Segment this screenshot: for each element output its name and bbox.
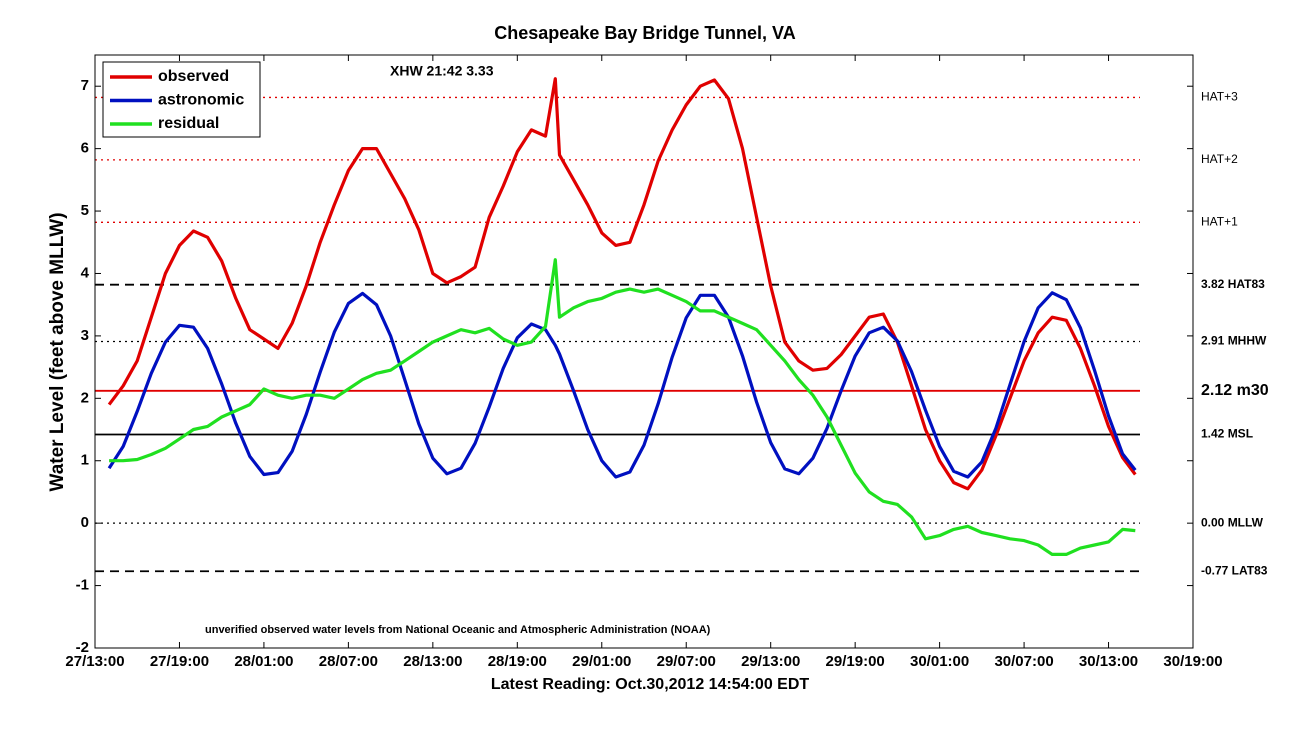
x-axis-label: Latest Reading: Oct.30,2012 14:54:00 EDT (491, 676, 810, 693)
x-tick-label: 27/13:00 (65, 653, 124, 670)
series-line (107, 77, 1137, 491)
y-tick-label: -2 (76, 639, 89, 656)
reference-label: HAT+1 (1201, 214, 1238, 228)
series-line (107, 291, 1137, 479)
y-tick-label: 0 (81, 514, 89, 531)
y-tick-label: 6 (81, 140, 89, 157)
legend-label: residual (158, 115, 219, 132)
y-tick-label: 3 (81, 327, 89, 344)
reference-label: -0.77 LAT83 (1201, 563, 1268, 577)
annotation: unverified observed water levels from Na… (205, 624, 711, 636)
reference-label: 1.42 MSL (1201, 427, 1253, 441)
y-axis-label: Water Level (feet above MLLW) (47, 212, 68, 491)
x-tick-label: 27/19:00 (150, 653, 209, 670)
chart-title: Chesapeake Bay Bridge Tunnel, VA (494, 23, 795, 43)
legend-label: astronomic (158, 92, 244, 109)
y-tick-label: 4 (81, 264, 90, 281)
y-tick-label: 1 (81, 452, 89, 469)
plot-frame (94, 54, 1194, 649)
x-tick-label: 29/19:00 (826, 653, 885, 670)
x-tick-label: 30/01:00 (910, 653, 969, 670)
x-tick-label: 28/19:00 (488, 653, 547, 670)
y-tick-label: -1 (76, 577, 89, 594)
x-tick-label: 28/13:00 (403, 653, 462, 670)
legend-label: observed (158, 68, 229, 85)
reference-label: 2.12 m30 (1201, 382, 1269, 399)
x-tick-label: 30/19:00 (1163, 653, 1222, 670)
reference-label: HAT+2 (1201, 152, 1238, 166)
annotation: XHW 21:42 3.33 (390, 63, 494, 79)
x-tick-label: 28/07:00 (319, 653, 378, 670)
x-tick-label: 28/01:00 (234, 653, 293, 670)
y-tick-label: 5 (81, 202, 89, 219)
reference-label: 3.82 HAT83 (1201, 277, 1265, 291)
y-tick-label: 2 (81, 389, 89, 406)
y-tick-label: 7 (81, 77, 89, 94)
reference-label: 2.91 MHHW (1201, 334, 1267, 348)
x-tick-label: 30/07:00 (994, 653, 1053, 670)
x-tick-label: 30/13:00 (1079, 653, 1138, 670)
x-tick-label: 29/01:00 (572, 653, 631, 670)
reference-label: 0.00 MLLW (1201, 515, 1264, 529)
x-tick-label: 29/13:00 (741, 653, 800, 670)
series-line (109, 258, 1136, 556)
x-tick-label: 29/07:00 (657, 653, 716, 670)
reference-label: HAT+3 (1201, 90, 1238, 104)
